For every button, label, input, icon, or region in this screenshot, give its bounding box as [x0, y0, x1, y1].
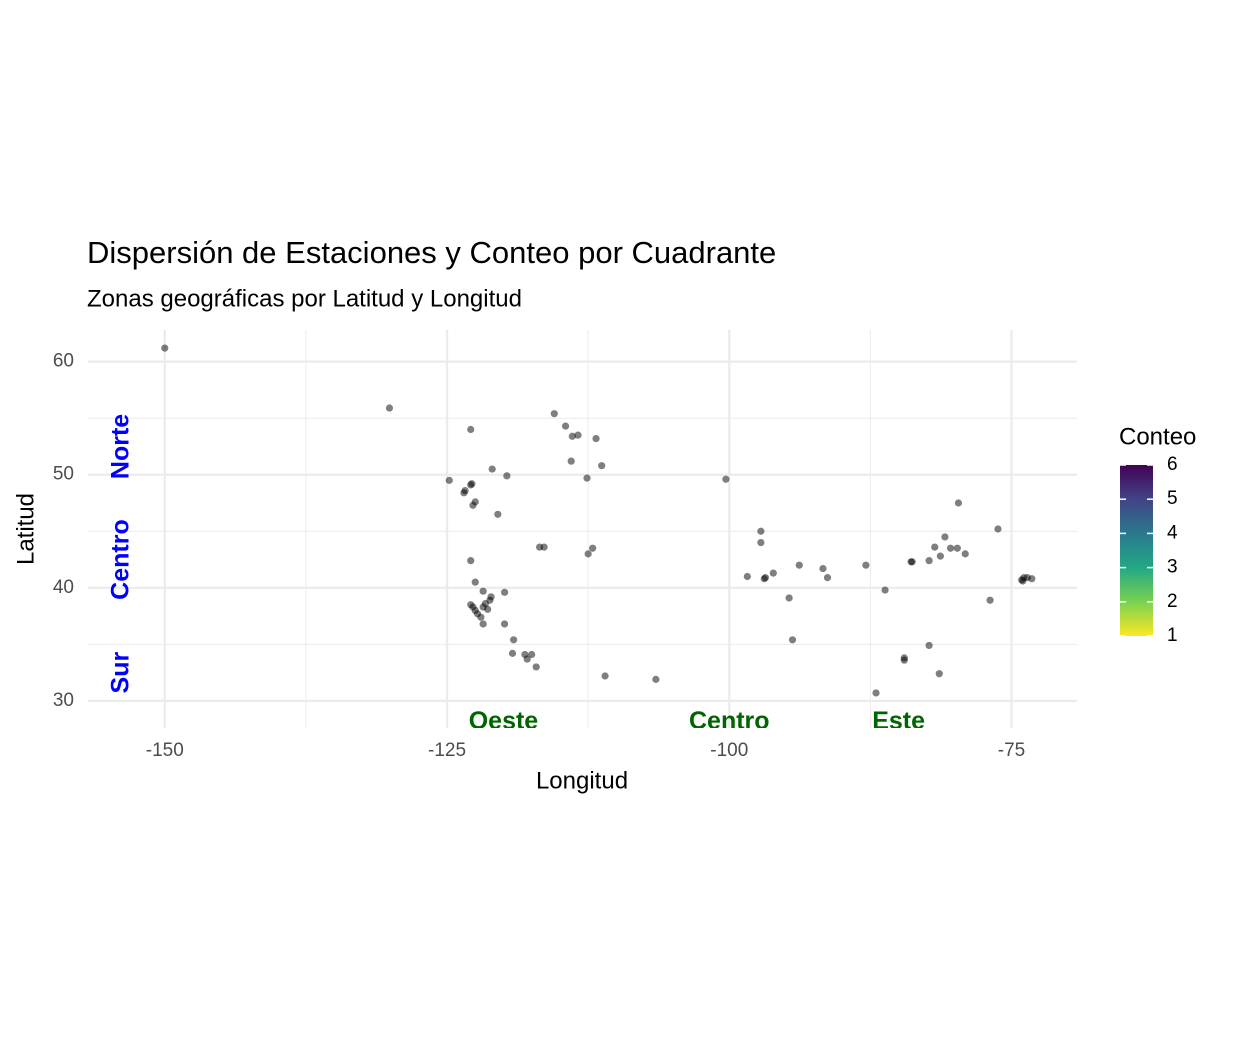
x-tick-label: -150: [146, 740, 184, 761]
point: [494, 510, 502, 518]
point: [941, 533, 949, 541]
point: [567, 457, 575, 465]
chart-subtitle: Zonas geográficas por Latitud y Longitud: [87, 285, 522, 312]
point: [1019, 577, 1027, 585]
point: [467, 557, 475, 565]
point: [769, 569, 777, 577]
legend-label: 4: [1167, 522, 1178, 543]
point: [445, 476, 453, 484]
point: [954, 499, 963, 507]
point: [477, 613, 485, 621]
y-tick-label: 60: [53, 351, 74, 372]
point: [601, 672, 609, 680]
legend-title: Conteo: [1119, 423, 1196, 450]
legend-label: 2: [1167, 591, 1178, 612]
point: [760, 575, 768, 583]
point: [385, 404, 394, 412]
point: [500, 620, 509, 628]
x-tick-label: -75: [998, 740, 1025, 761]
point: [862, 561, 870, 569]
point: [925, 641, 933, 650]
annotation: Sur: [106, 651, 134, 693]
point: [479, 587, 487, 595]
y-tick-label: 30: [53, 690, 74, 711]
legend-label: 5: [1167, 488, 1178, 509]
point: [823, 574, 832, 582]
legend-label: 6: [1167, 454, 1178, 475]
x-tick-label: -100: [710, 740, 748, 761]
annotation: Oeste: [469, 707, 539, 735]
y-axis-title: Latitud: [12, 493, 39, 565]
x-axis-title: Longitud: [536, 767, 628, 794]
point: [872, 689, 880, 697]
annotation: Centro: [689, 707, 770, 735]
point: [908, 558, 916, 566]
point: [471, 578, 479, 586]
point: [946, 544, 955, 552]
point: [540, 543, 548, 551]
y-tick-label: 40: [53, 577, 74, 598]
chart-title: Dispersión de Estaciones y Conteo por Cu…: [87, 235, 776, 270]
point: [503, 472, 511, 480]
colorbar: [1120, 465, 1153, 636]
point: [900, 656, 908, 664]
point: [460, 489, 468, 497]
point: [479, 620, 487, 628]
y-tick-label: 50: [53, 464, 74, 485]
point: [953, 544, 961, 552]
point: [935, 670, 943, 678]
point: [500, 588, 509, 596]
point: [467, 425, 475, 434]
point: [598, 462, 606, 470]
point: [722, 475, 730, 483]
point: [510, 636, 518, 644]
point: [568, 432, 576, 440]
point: [574, 431, 582, 439]
x-tick-label: -125: [428, 740, 466, 761]
point: [484, 605, 492, 613]
point: [532, 663, 540, 671]
point: [589, 544, 597, 552]
point: [961, 550, 969, 558]
point: [467, 481, 475, 489]
point: [936, 552, 944, 560]
point: [986, 596, 994, 604]
point: [788, 636, 797, 644]
point: [161, 344, 169, 352]
point: [583, 474, 591, 482]
point: [528, 650, 536, 659]
annotation: Este: [872, 707, 925, 735]
point: [469, 501, 477, 509]
point: [785, 594, 793, 602]
point: [1028, 575, 1036, 583]
point: [592, 434, 600, 443]
point: [925, 557, 933, 565]
point: [743, 572, 751, 581]
point: [508, 649, 517, 657]
points: [161, 344, 1036, 697]
point: [523, 655, 531, 663]
point: [757, 538, 765, 547]
point: [561, 422, 570, 430]
point: [994, 525, 1002, 533]
point: [652, 675, 660, 683]
point: [881, 586, 889, 594]
annotations: Norte Centro Sur Oeste Centro Este: [106, 414, 925, 735]
point: [550, 410, 558, 418]
point: [584, 550, 592, 558]
point: [931, 543, 939, 551]
point: [795, 561, 803, 569]
legend-label: 3: [1167, 557, 1178, 578]
point: [819, 564, 827, 573]
point: [488, 465, 496, 473]
annotation: Centro: [106, 519, 134, 600]
point: [757, 527, 765, 535]
annotation: Norte: [106, 414, 134, 479]
legend-label: 1: [1167, 625, 1178, 646]
